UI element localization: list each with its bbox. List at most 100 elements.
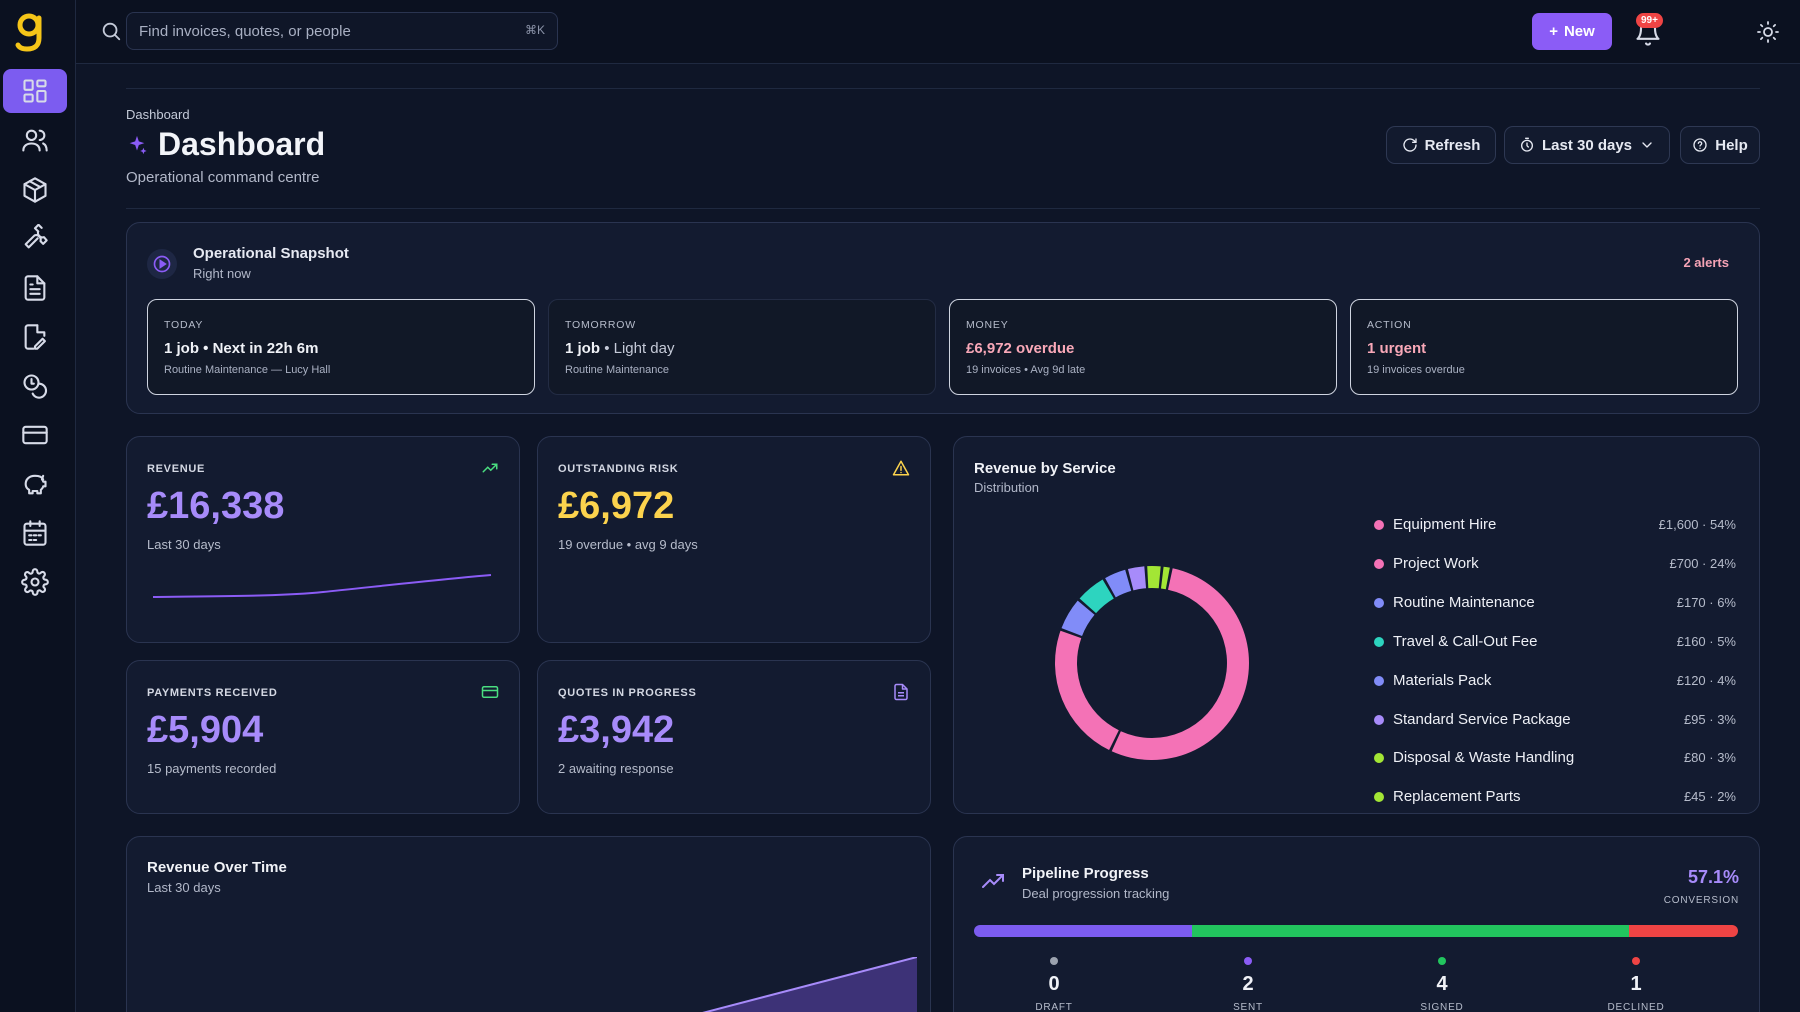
sidebar-item-payments[interactable] <box>3 364 67 408</box>
donut-slice[interactable] <box>1061 600 1095 636</box>
stage-label: SIGNED <box>1420 1002 1464 1012</box>
sidebar-item-people[interactable] <box>3 118 67 162</box>
edit-document-icon <box>24 324 46 350</box>
donut-slice[interactable] <box>1160 566 1170 590</box>
piggy-bank-icon <box>24 474 47 495</box>
kpi-label: PAYMENTS RECEIVED <box>147 687 278 699</box>
app-logo[interactable] <box>14 12 48 52</box>
pipeline-title: Pipeline Progress <box>1022 865 1149 882</box>
donut-slice[interactable] <box>1111 568 1249 760</box>
stage-dot <box>1438 957 1446 965</box>
legend-dot <box>1374 675 1384 686</box>
donut-slice[interactable] <box>1105 569 1132 598</box>
legend-item[interactable]: Disposal & Waste Handling £80 · 3% <box>1374 748 1736 768</box>
theme-toggle-icon[interactable] <box>1756 20 1780 44</box>
new-button-label: New <box>1563 23 1595 40</box>
sidebar-item-savings[interactable] <box>3 462 67 506</box>
breadcrumb[interactable]: Dashboard <box>126 107 190 122</box>
alerts-count[interactable]: 2 alerts <box>1683 255 1729 270</box>
document-icon <box>894 683 908 701</box>
stage-count: 0 <box>1048 973 1060 995</box>
pipeline-stage[interactable]: 4 SIGNED <box>1402 957 1482 1012</box>
legend-item[interactable]: Standard Service Package £95 · 3% <box>1374 710 1736 730</box>
snapshot-action[interactable]: ACTION 1 urgent 19 invoices overdue <box>1350 299 1738 395</box>
snapshot-main-count: 1 job <box>565 340 601 357</box>
sidebar-item-products[interactable] <box>3 168 67 212</box>
snapshot-detail: Routine Maintenance <box>565 364 669 376</box>
sidebar-item-settings[interactable] <box>3 560 67 604</box>
conversion-rate: 57.1% <box>1687 867 1739 887</box>
sidebar-item-quotes[interactable] <box>3 315 67 359</box>
pipeline-stage[interactable]: 0 DRAFT <box>1014 957 1094 1012</box>
legend-dot <box>1374 753 1384 764</box>
snapshot-main: £6,972 overdue <box>966 340 1075 357</box>
search-box[interactable]: ⌘K <box>126 12 558 50</box>
kpi-value: £16,338 <box>147 485 285 527</box>
legend-dot <box>1374 520 1384 530</box>
kpi-label: QUOTES IN PROGRESS <box>558 687 697 699</box>
gear-icon <box>21 568 49 596</box>
stage-count: 2 <box>1242 973 1254 995</box>
plus-icon: + <box>1549 23 1558 40</box>
sidebar-item-invoices[interactable] <box>3 266 67 310</box>
stage-dot <box>1050 957 1058 965</box>
snapshot-label: ACTION <box>1367 319 1412 331</box>
date-range-select[interactable]: Last 30 days <box>1504 126 1670 164</box>
search-input[interactable] <box>139 13 519 49</box>
refresh-button[interactable]: Refresh <box>1386 126 1496 164</box>
donut-slice[interactable] <box>1079 579 1114 614</box>
legend-dot <box>1374 636 1384 647</box>
legend-dot <box>1374 597 1384 608</box>
divider <box>126 88 1760 89</box>
sidebar-item-tools[interactable] <box>3 216 67 260</box>
legend-item[interactable]: Routine Maintenance £170 · 6% <box>1374 593 1736 613</box>
chevron-down-icon <box>1642 142 1652 148</box>
donut-slice[interactable] <box>1127 566 1147 591</box>
revenue-card[interactable]: REVENUE £16,338 Last 30 days <box>126 436 520 643</box>
legend-item[interactable]: Project Work £700 · 24% <box>1374 554 1736 574</box>
divider <box>126 208 1760 209</box>
stage-label: DRAFT <box>1035 1002 1073 1012</box>
legend-item[interactable]: Materials Pack £120 · 4% <box>1374 671 1736 691</box>
legend-item[interactable]: Equipment Hire £1,600 · 54% <box>1374 515 1736 535</box>
legend-item[interactable]: Replacement Parts £45 · 2% <box>1374 787 1736 807</box>
stage-label: SENT <box>1233 1002 1263 1012</box>
pipeline-segment <box>1628 925 1738 937</box>
document-icon <box>24 275 46 301</box>
snapshot-title: Operational Snapshot <box>193 245 349 262</box>
help-button[interactable]: Help <box>1680 126 1760 164</box>
users-icon <box>22 129 48 152</box>
pipeline-segment <box>974 925 1193 937</box>
outstanding-risk-card[interactable]: OUTSTANDING RISK £6,972 19 overdue • avg… <box>537 436 931 643</box>
grid-icon <box>23 79 47 103</box>
sidebar-item-calendar[interactable] <box>3 511 67 555</box>
sidebar-item-dashboard[interactable] <box>3 69 67 113</box>
snapshot-today[interactable]: TODAY 1 job • Next in 22h 6m Routine Mai… <box>147 299 535 395</box>
snapshot-label: TOMORROW <box>565 319 636 331</box>
kpi-value: £6,972 <box>558 485 675 527</box>
payments-received-card[interactable]: PAYMENTS RECEIVED £5,904 15 payments rec… <box>126 660 520 814</box>
legend-item[interactable]: Travel & Call-Out Fee £160 · 5% <box>1374 632 1736 652</box>
pipeline-stage[interactable]: 2 SENT <box>1208 957 1288 1012</box>
new-button[interactable]: + New <box>1532 13 1612 50</box>
legend-name: Routine Maintenance <box>1393 593 1535 611</box>
revenue-over-time-card: Revenue Over Time Last 30 days <box>126 836 931 1012</box>
pipeline-stage[interactable]: 1 DECLINED <box>1596 957 1676 1012</box>
donut-slice[interactable] <box>1147 566 1161 589</box>
legend-dot <box>1374 792 1384 803</box>
legend-value: £80 · 3% <box>1683 750 1736 766</box>
snapshot-tomorrow[interactable]: TOMORROW 1 job • Light day Routine Maint… <box>548 299 936 395</box>
help-icon <box>1693 138 1707 152</box>
quotes-in-progress-card[interactable]: QUOTES IN PROGRESS £3,942 2 awaiting res… <box>537 660 931 814</box>
conversion-label: CONVERSION <box>1663 895 1739 906</box>
legend-value: £160 · 5% <box>1676 633 1736 649</box>
sparkle-icon <box>129 135 147 155</box>
legend-value: £120 · 4% <box>1676 672 1736 688</box>
refresh-label: Refresh <box>1424 136 1481 154</box>
snapshot-main-note: • Light day <box>604 340 675 357</box>
stage-count: 1 <box>1630 973 1642 995</box>
sidebar-item-cards[interactable] <box>3 413 67 457</box>
snapshot-money[interactable]: MONEY £6,972 overdue 19 invoices • Avg 9… <box>949 299 1337 395</box>
timer-icon <box>1520 137 1533 152</box>
donut-slice[interactable] <box>1055 630 1119 750</box>
